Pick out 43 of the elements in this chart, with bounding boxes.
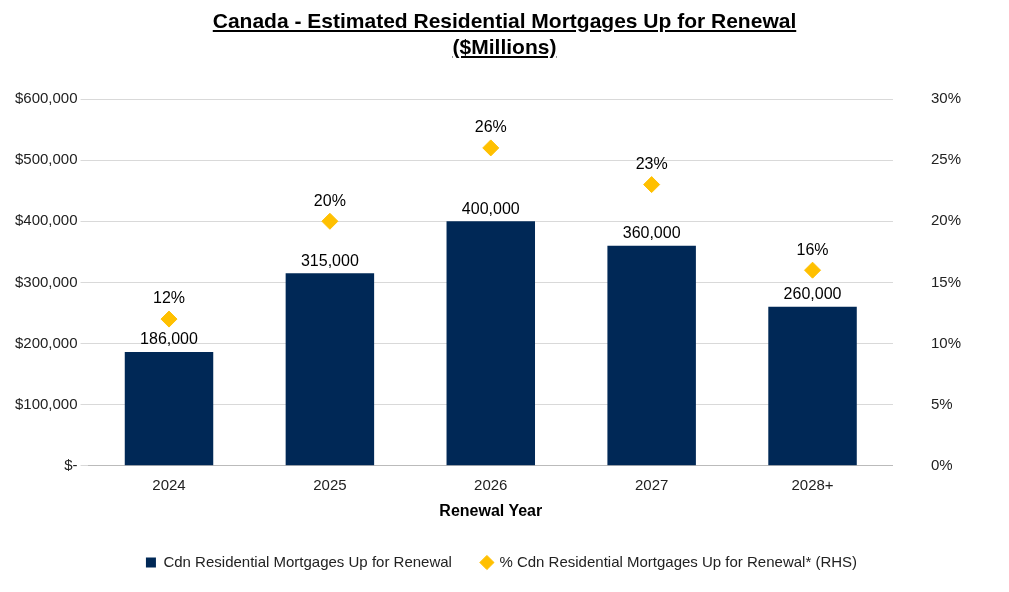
y-tick-label: $300,000 bbox=[14, 272, 78, 290]
x-axis-title: Renewal Year bbox=[439, 501, 543, 519]
bar bbox=[446, 221, 536, 466]
y2-tick-label: 5% bbox=[930, 394, 953, 412]
data-label: 12% bbox=[152, 289, 186, 307]
y-tick-label: $100,000 bbox=[14, 394, 78, 412]
data-label: 360,000 bbox=[622, 224, 681, 242]
y-tick-label: $500,000 bbox=[14, 150, 78, 168]
bar bbox=[768, 306, 857, 466]
legend-label: % Cdn Residential Mortgages Up for Renewal* (RHS) bbox=[499, 552, 858, 570]
y-tick-label: $400,000 bbox=[14, 211, 78, 229]
data-label: 26% bbox=[474, 118, 507, 136]
point bbox=[482, 139, 500, 157]
data-label: 400,000 bbox=[461, 199, 520, 217]
bar bbox=[607, 245, 696, 466]
y2-tick-label: 10% bbox=[930, 333, 962, 351]
bar bbox=[285, 273, 375, 466]
data-label: 260,000 bbox=[783, 285, 842, 303]
data-label: 16% bbox=[796, 240, 829, 258]
y2-tick-label: 15% bbox=[930, 272, 962, 290]
x-tick-label: 2028+ bbox=[791, 475, 834, 493]
bar bbox=[124, 352, 214, 466]
y-tick-label: $600,000 bbox=[14, 89, 78, 107]
point bbox=[643, 176, 661, 194]
y2-tick-label: 20% bbox=[930, 211, 962, 229]
data-label: 315,000 bbox=[300, 251, 359, 269]
chart-title: Canada - Estimated Residential Mortgages Up for Renewal ($Millions) bbox=[211, 8, 798, 60]
x-tick-label: 2025 bbox=[313, 475, 347, 493]
legend-label: Cdn Residential Mortgages Up for Renewal bbox=[163, 552, 452, 570]
y-tick-label: $- bbox=[64, 455, 78, 473]
y2-tick-label: 25% bbox=[930, 150, 962, 168]
y2-tick-label: 0% bbox=[930, 455, 953, 473]
y2-tick-label: 30% bbox=[930, 89, 962, 107]
point bbox=[160, 310, 178, 328]
point bbox=[321, 212, 339, 230]
data-label: 20% bbox=[313, 191, 346, 209]
data-label: 186,000 bbox=[140, 330, 199, 348]
point bbox=[804, 261, 822, 279]
data-label: 23% bbox=[635, 154, 668, 172]
x-tick-label: 2027 bbox=[634, 475, 669, 493]
x-tick-label: 2026 bbox=[474, 475, 508, 493]
x-tick-label: 2024 bbox=[152, 475, 186, 493]
y-tick-label: $200,000 bbox=[14, 333, 78, 351]
